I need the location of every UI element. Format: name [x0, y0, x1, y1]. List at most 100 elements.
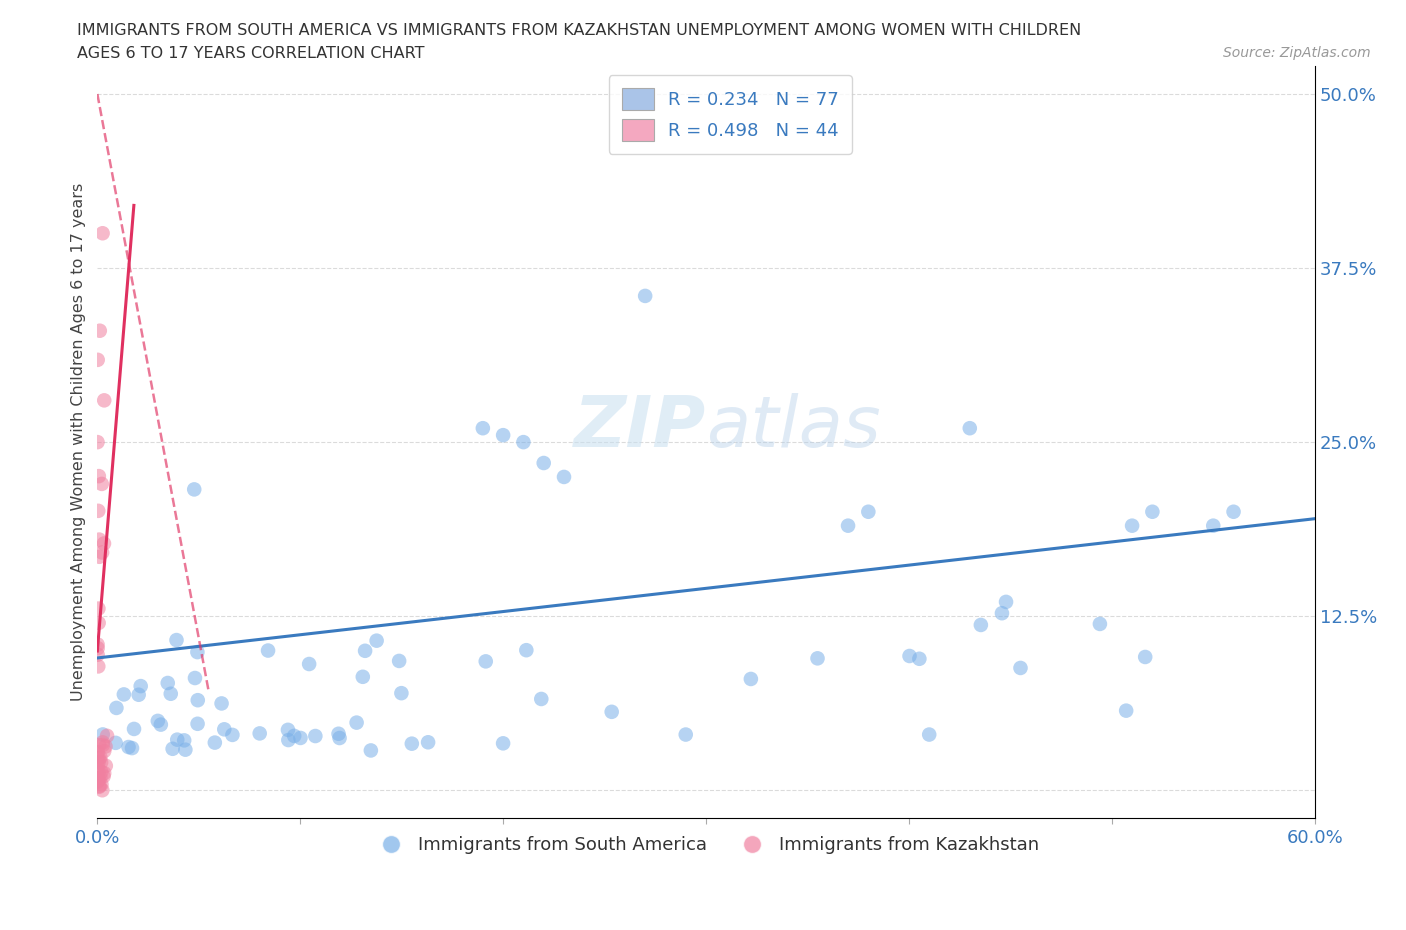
Point — [86, 637, 108, 652]
Point — [86, 751, 108, 765]
Point — [87, 659, 110, 674]
Point — [530, 692, 553, 707]
Point — [249, 726, 271, 741]
Point — [600, 704, 623, 719]
Point — [86, 775, 108, 790]
Point — [214, 722, 236, 737]
Point — [89, 550, 111, 565]
Point — [90, 777, 112, 791]
Point — [211, 696, 233, 711]
Point — [1202, 518, 1225, 533]
Point — [89, 737, 111, 752]
Point — [91, 545, 114, 560]
Point — [401, 737, 423, 751]
Point — [159, 686, 181, 701]
Point — [553, 470, 575, 485]
Point — [360, 743, 382, 758]
Point — [389, 685, 412, 700]
Point — [86, 434, 108, 449]
Point — [515, 643, 537, 658]
Point — [128, 687, 150, 702]
Point — [94, 758, 117, 773]
Point — [346, 715, 368, 730]
Point — [1121, 518, 1143, 533]
Point — [740, 671, 762, 686]
Point — [471, 420, 494, 435]
Point — [93, 769, 115, 784]
Point — [187, 716, 209, 731]
Point — [186, 644, 208, 659]
Point — [87, 601, 110, 616]
Point — [918, 727, 941, 742]
Point — [184, 671, 207, 685]
Point — [837, 518, 859, 533]
Text: ZIP: ZIP — [574, 392, 706, 461]
Point — [366, 633, 388, 648]
Point — [117, 739, 139, 754]
Legend: Immigrants from South America, Immigrants from Kazakhstan: Immigrants from South America, Immigrant… — [366, 830, 1046, 862]
Point — [329, 731, 352, 746]
Point — [87, 751, 110, 766]
Point — [898, 648, 921, 663]
Point — [959, 420, 981, 435]
Point — [146, 713, 169, 728]
Point — [1088, 617, 1111, 631]
Point — [90, 476, 112, 491]
Point — [93, 765, 115, 780]
Point — [86, 641, 108, 656]
Point — [328, 726, 350, 741]
Point — [512, 434, 534, 449]
Point — [87, 765, 110, 780]
Point — [1010, 660, 1032, 675]
Point — [1135, 649, 1157, 664]
Y-axis label: Unemployment Among Women with Children Ages 6 to 17 years: Unemployment Among Women with Children A… — [72, 183, 86, 701]
Point — [91, 783, 114, 798]
Point — [105, 700, 128, 715]
Point — [474, 654, 496, 669]
Point — [90, 755, 112, 770]
Point — [89, 532, 111, 547]
Point — [89, 778, 111, 793]
Point — [121, 740, 143, 755]
Point — [91, 735, 114, 750]
Point — [87, 755, 110, 770]
Point — [156, 675, 179, 690]
Point — [112, 687, 135, 702]
Point — [257, 644, 280, 658]
Point — [91, 737, 114, 752]
Point — [86, 759, 108, 774]
Point — [533, 456, 555, 471]
Point — [87, 469, 110, 484]
Point — [298, 657, 321, 671]
Point — [87, 745, 110, 760]
Point — [87, 616, 110, 631]
Point — [86, 352, 108, 367]
Point — [858, 504, 880, 519]
Point — [173, 733, 195, 748]
Point — [277, 723, 299, 737]
Text: Source: ZipAtlas.com: Source: ZipAtlas.com — [1223, 46, 1371, 60]
Point — [122, 722, 145, 737]
Point — [87, 503, 110, 518]
Point — [104, 736, 127, 751]
Point — [634, 288, 657, 303]
Point — [91, 226, 114, 241]
Point — [290, 730, 312, 745]
Point — [492, 428, 515, 443]
Point — [96, 728, 118, 743]
Point — [204, 736, 226, 751]
Point — [87, 771, 110, 786]
Point — [388, 654, 411, 669]
Point — [991, 605, 1014, 620]
Point — [277, 733, 299, 748]
Text: IMMIGRANTS FROM SOUTH AMERICA VS IMMIGRANTS FROM KAZAKHSTAN UNEMPLOYMENT AMONG W: IMMIGRANTS FROM SOUTH AMERICA VS IMMIGRA… — [77, 23, 1081, 38]
Point — [93, 744, 115, 759]
Point — [908, 651, 931, 666]
Point — [90, 764, 112, 779]
Point — [89, 750, 111, 764]
Point — [89, 770, 111, 785]
Text: AGES 6 TO 17 YEARS CORRELATION CHART: AGES 6 TO 17 YEARS CORRELATION CHART — [77, 46, 425, 61]
Point — [94, 739, 117, 754]
Point — [354, 644, 377, 658]
Point — [352, 670, 374, 684]
